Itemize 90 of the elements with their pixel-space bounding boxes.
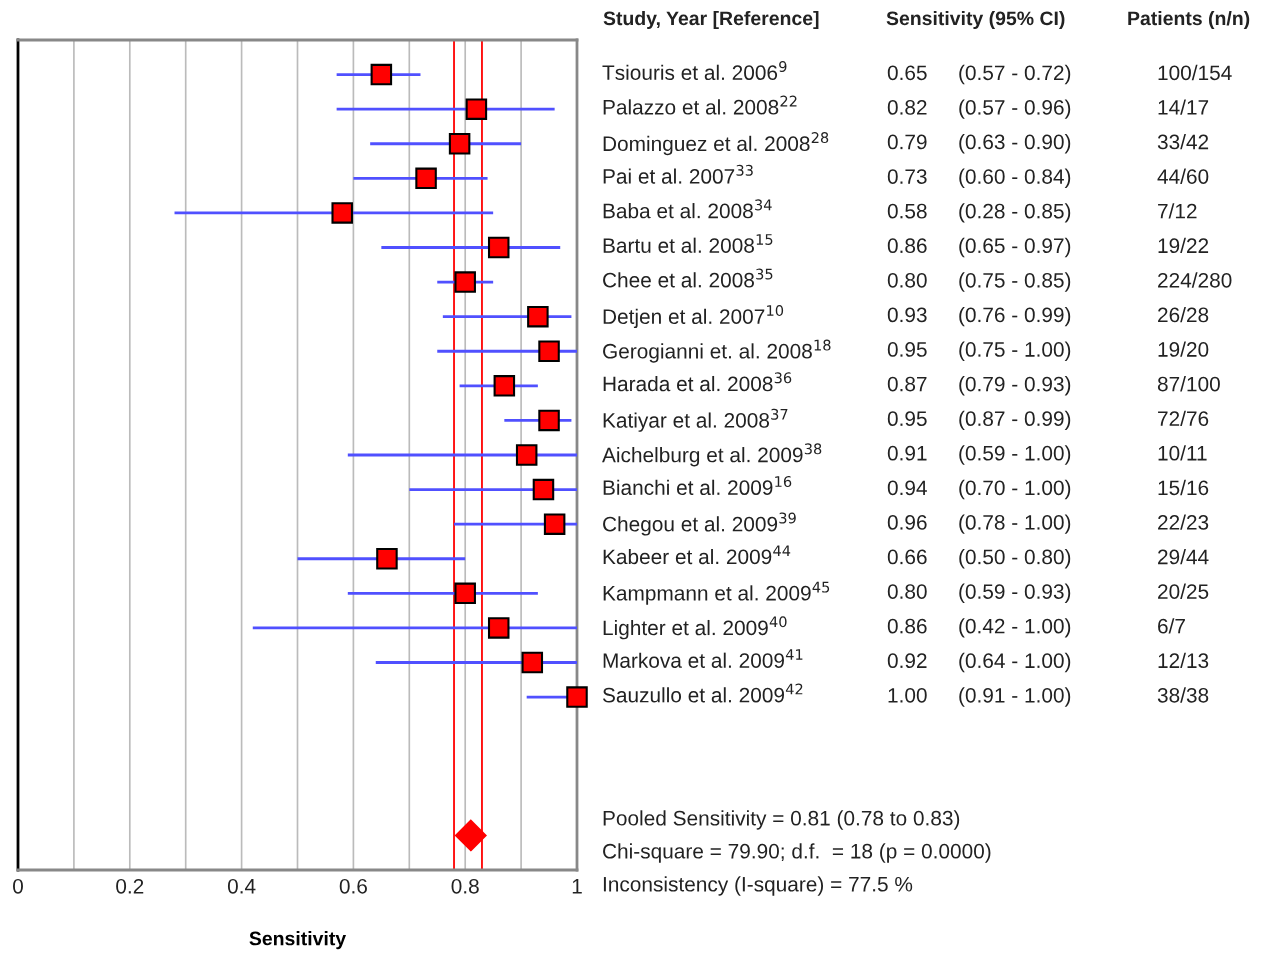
- text: 0.58 (0.28 - 0.85): [887, 203, 1071, 223]
- y-tick-label: Chee et al. 2008$^{35}$: [603, 268, 773, 288]
- point: [527, 305, 549, 328]
- text: 19/20: [1158, 341, 1209, 357]
- text: 0.95 (0.87 - 0.99): [887, 410, 1071, 431]
- y-tick-label: Detjen et al. 2007$^{10}$: [603, 305, 784, 329]
- text: 0.86 (0.42 - 1.00): [887, 618, 1071, 638]
- y-tick-label: Pai et al. 2007$^{33}$: [603, 164, 753, 184]
- point: [493, 375, 516, 397]
- text: Chi-square = 79.90; d.f. = 18 (p = 0.0000): [603, 843, 991, 863]
- text: 72/76: [1158, 410, 1209, 427]
- point: [532, 478, 555, 501]
- text: 38/38: [1157, 687, 1209, 703]
- text: 0.95 (0.75 - 1.00): [887, 341, 1071, 361]
- text: Inconsistency (I-square) = 77.5 %: [603, 876, 913, 896]
- x-tick-label: 1: [572, 879, 582, 894]
- point: [454, 582, 476, 605]
- y-tick-label: Kabeer et al. 2009$^{44}$: [603, 545, 791, 565]
- text: 0.86 (0.65 - 0.97): [887, 237, 1071, 258]
- text: 29/44: [1158, 549, 1209, 565]
- text: 87/100: [1157, 376, 1220, 392]
- y-tick-label: Harada et al. 2008$^{36}$: [603, 372, 792, 392]
- text: 0.66 (0.50 - 0.80): [887, 549, 1071, 569]
- y-tick-label: Lighter et al. 2009$^{40}$: [603, 616, 787, 640]
- text: 0.80 (0.75 - 0.85): [887, 272, 1071, 292]
- text: 6/7: [1158, 618, 1185, 634]
- point: [515, 444, 538, 466]
- text: 14/17: [1158, 99, 1209, 115]
- text: 7/12: [1158, 203, 1197, 219]
- point: [455, 819, 487, 852]
- point: [543, 513, 566, 535]
- text: 15/16: [1158, 479, 1209, 496]
- text: 0.92 (0.64 - 1.00): [887, 652, 1071, 673]
- y-tick-label: Palazzo et al. 2008$^{22}$: [603, 95, 797, 115]
- text: 100/154: [1158, 64, 1232, 81]
- point: [538, 340, 560, 363]
- y-tick-label: Katiyar et al. 2008$^{37}$: [603, 408, 788, 432]
- text: 0.82 (0.57 - 0.96): [887, 99, 1071, 119]
- text: 26/28: [1158, 306, 1209, 323]
- point: [415, 167, 437, 190]
- text: 0.79 (0.63 - 0.90): [887, 134, 1071, 154]
- point: [331, 202, 353, 224]
- text: Pooled Sensitivity = 0.81 (0.78 to 0.83): [603, 810, 960, 830]
- point: [370, 63, 393, 86]
- text: 0.65 (0.57 - 0.72): [887, 64, 1071, 85]
- point: [465, 98, 488, 120]
- y-tick-label: Gerogianni et. al. 2008$^{18}$: [603, 339, 831, 363]
- text: Sensitivity (95% CI): [886, 10, 1065, 30]
- y-tick-label: Bianchi et al. 2009$^{16}$: [603, 476, 792, 496]
- y-tick-label: Bartu et al. 2008$^{15}$: [603, 234, 773, 253]
- text: Study, Year [Reference]: [603, 10, 819, 30]
- text: 44/60: [1157, 168, 1209, 184]
- x-tick-label: 0.2: [116, 878, 144, 894]
- text: 0.73 (0.60 - 0.84): [887, 168, 1071, 189]
- x-tick-label: 0.4: [227, 878, 256, 894]
- text: 224/280: [1158, 272, 1232, 288]
- point: [538, 409, 560, 432]
- y-tick-label: Sauzullo et al. 2009$^{42}$: [602, 683, 803, 703]
- text: 1.00 (0.91 - 1.00): [888, 687, 1071, 707]
- text: 0.87 (0.79 - 0.93): [887, 376, 1071, 396]
- x-tick-label: 0.8: [451, 878, 479, 894]
- point: [521, 651, 544, 674]
- y-tick-label: Aichelburg et al. 2009$^{38}$: [602, 443, 822, 467]
- point: [487, 617, 510, 639]
- y-tick-label: Baba et al. 2008$^{34}$: [603, 199, 772, 219]
- text: 0.93 (0.76 - 0.99): [887, 306, 1071, 327]
- text: 0.94 (0.70 - 1.00): [887, 479, 1071, 500]
- point: [376, 547, 398, 570]
- x-axis-title: Sensitivity: [249, 931, 347, 950]
- x-tick-label: 0.6: [339, 878, 367, 894]
- y-tick-label: Tsiouris et al. 2006$^{9}$: [602, 61, 787, 81]
- y-tick-label: Kampmann et al. 2009$^{45}$: [603, 581, 830, 605]
- text: 20/25: [1158, 583, 1209, 599]
- text: 19/22: [1158, 237, 1209, 254]
- point: [566, 686, 588, 708]
- text: 0.96 (0.78 - 1.00): [887, 514, 1071, 534]
- text: Patients (n/n): [1128, 10, 1250, 30]
- text: 22/23: [1158, 514, 1209, 530]
- y-tick-label: Chegou et al. 2009$^{39}$: [603, 512, 796, 536]
- y-tick-label: Markova et al. 2009$^{41}$: [603, 649, 803, 668]
- text: 33/42: [1157, 134, 1209, 150]
- x-tick-label: 0: [13, 878, 23, 894]
- text: 12/13: [1158, 652, 1209, 669]
- point: [448, 132, 471, 155]
- y-tick-label: Dominguez et al. 2008$^{28}$: [603, 132, 829, 156]
- text: 10/11: [1158, 445, 1207, 461]
- text: 0.91 (0.59 - 1.00): [887, 445, 1071, 465]
- point: [487, 236, 510, 259]
- text: 0.80 (0.59 - 0.93): [887, 583, 1071, 604]
- point: [454, 271, 476, 293]
